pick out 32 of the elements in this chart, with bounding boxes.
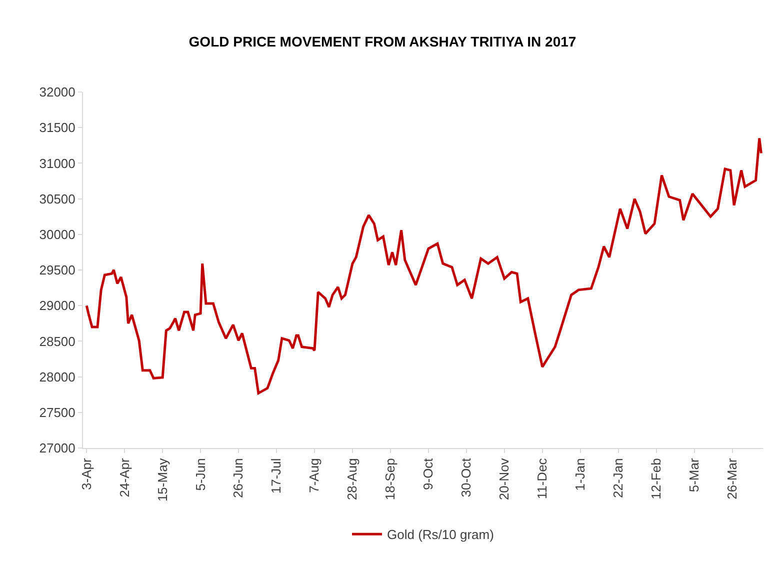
x-tick-label: 5-Jun xyxy=(192,458,208,491)
x-tick-label: 26-Jun xyxy=(230,458,246,498)
x-tick-label: 22-Jan xyxy=(610,458,626,498)
y-tick-label: 28500 xyxy=(39,334,76,349)
x-tick-label: 12-Feb xyxy=(648,458,664,500)
x-tick-label: 3-Apr xyxy=(78,458,94,490)
chart-title: GOLD PRICE MOVEMENT FROM AKSHAY TRITIYA IN 2017 xyxy=(188,33,576,50)
line-series xyxy=(85,137,762,394)
x-tick-label: 18-Sep xyxy=(382,458,398,500)
y-tick-label: 32000 xyxy=(39,84,76,100)
x-tick-label: 1-Jan xyxy=(572,458,588,491)
y-tick-label: 27000 xyxy=(39,440,76,456)
x-tick-label: 24-Apr xyxy=(116,458,132,498)
y-tick-label: 31000 xyxy=(39,156,76,171)
legend-label: Gold (Rs/10 gram) xyxy=(387,527,494,542)
x-tick-label: 7-Aug xyxy=(306,458,322,493)
y-tick-label: 27500 xyxy=(39,404,76,420)
y-tick-label: 30500 xyxy=(39,191,76,206)
y-tick-label: 29000 xyxy=(39,298,76,314)
x-tick-label: 28-Aug xyxy=(344,458,360,500)
y-tick-label: 31500 xyxy=(39,120,76,136)
x-tick-label: 15-May xyxy=(154,458,170,502)
x-tick-label: 17-Jul xyxy=(268,458,284,494)
y-tick-label: 30000 xyxy=(39,226,76,242)
y-tick-label: 29500 xyxy=(39,262,76,278)
x-tick-label: 11-Dec xyxy=(534,458,550,500)
x-tick-label: 9-Oct xyxy=(420,458,436,490)
x-tick-label: 30-Oct xyxy=(458,458,474,498)
y-tick-label: 28000 xyxy=(39,369,76,384)
x-tick-label: 26-Mar xyxy=(724,458,740,500)
x-tick-label: 5-Mar xyxy=(686,458,702,492)
x-tick-label: 20-Nov xyxy=(496,458,512,500)
